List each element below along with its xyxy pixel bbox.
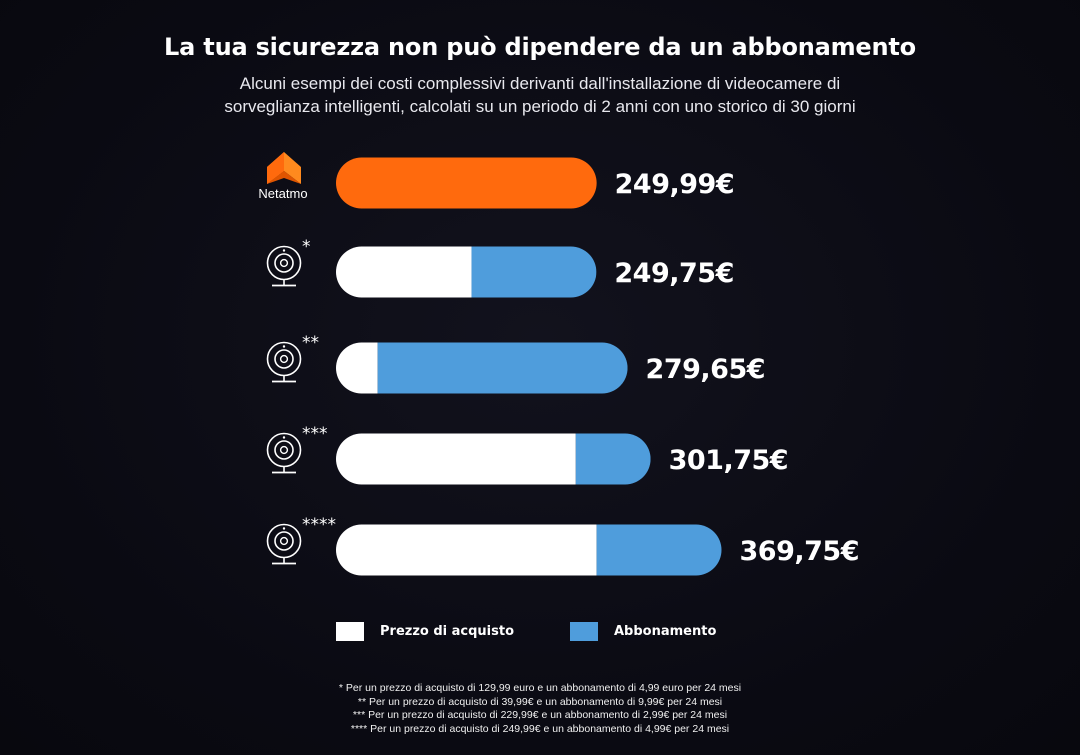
- bar-row-2: * 249,75€: [266, 237, 734, 298]
- competitor-stars-label: ****: [302, 515, 336, 535]
- page-subtitle: Alcuni esempi dei costi complessivi deri…: [190, 72, 890, 118]
- bar-value-label: 249,99€: [615, 169, 734, 200]
- camera-icon: [266, 341, 302, 383]
- camera-icon: [266, 432, 302, 474]
- footnotes: * Per un prezzo di acquisto di 129,99 eu…: [0, 682, 1080, 737]
- bar-value-label: 369,75€: [740, 536, 859, 567]
- competitor-stars-label: **: [302, 333, 319, 353]
- bar-row-3: ** 279,65€: [266, 333, 766, 394]
- bar-segment-purchase: [336, 342, 378, 394]
- competitor-stars-label: ***: [302, 424, 328, 444]
- bar-row-1: Netatmo 249,99€: [258, 152, 735, 209]
- chart-rows: Netatmo 249,99€ * 249,75€ ** 279,65€ *** 301,75…: [258, 152, 859, 576]
- legend-item-purchase: Prezzo di acquisto: [336, 622, 514, 641]
- legend-swatch-purchase: [336, 622, 364, 641]
- netatmo-logo-icon: [267, 152, 301, 184]
- bar-segment-subscription: [575, 433, 651, 485]
- bar-value-label: 301,75€: [669, 445, 788, 476]
- bar-value-label: 249,75€: [614, 258, 733, 289]
- camera-icon: [266, 245, 302, 287]
- bar-segment-purchase: [336, 524, 597, 576]
- netatmo-logo-label: Netatmo: [258, 186, 307, 201]
- subtitle-line-1: Alcuni esempi dei costi complessivi deri…: [239, 74, 841, 93]
- bar-segment-subscription: [471, 246, 597, 298]
- subtitle-line-2: sorveglianza intelligenti, calcolati su …: [224, 97, 856, 116]
- bar-segment-subscription: [596, 524, 722, 576]
- legend-label-subscription: Abbonamento: [614, 624, 717, 639]
- footnote-1: * Per un prezzo di acquisto di 129,99 eu…: [338, 682, 742, 694]
- page-title: La tua sicurezza non può dipendere da un…: [164, 33, 916, 61]
- bar-row-5: **** 369,75€: [266, 515, 859, 576]
- bar-segment-purchase: [336, 246, 472, 298]
- bar-value-label: 279,65€: [646, 354, 765, 385]
- bar-segment-subscription: [377, 342, 628, 394]
- netatmo-bar: [336, 157, 597, 209]
- bar-row-4: *** 301,75€: [266, 424, 789, 485]
- footnote-2: ** Per un prezzo di acquisto di 39,99€ e…: [357, 695, 723, 708]
- footnote-3: *** Per un prezzo di acquisto di 229,99€…: [352, 709, 728, 722]
- legend-swatch-subscription: [570, 622, 598, 641]
- bar-segment-purchase: [336, 433, 576, 485]
- legend-item-subscription: Abbonamento: [570, 622, 716, 641]
- footnote-4: **** Per un prezzo di acquisto di 249,99…: [350, 723, 730, 736]
- legend-label-purchase: Prezzo di acquisto: [380, 624, 515, 639]
- camera-icon: [266, 523, 302, 565]
- competitor-stars-label: *: [302, 237, 311, 257]
